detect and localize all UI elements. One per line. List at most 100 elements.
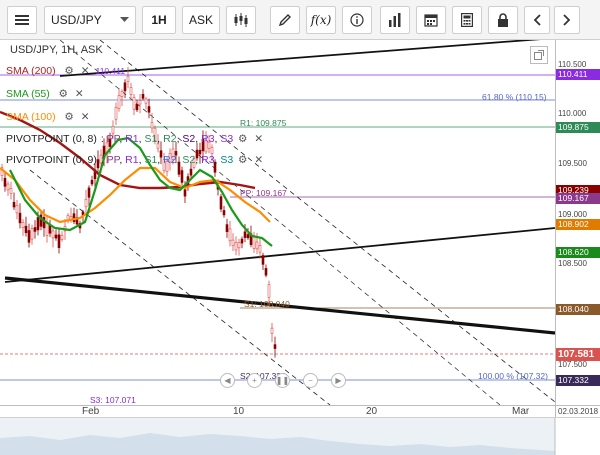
s1-label: S1: 108.040 [244, 299, 290, 309]
calendar-button[interactable] [416, 6, 446, 34]
candle-body [111, 125, 115, 134]
candle-body [9, 187, 13, 194]
price-side-selector[interactable]: ASK [182, 6, 220, 34]
candle-body [219, 196, 223, 210]
close-icon[interactable]: ✕ [254, 154, 264, 166]
indicator-label: PIVOTPOINT (0, 9) [6, 154, 97, 166]
gear-icon[interactable]: ⚙ [64, 65, 74, 77]
indicator-pivot-08[interactable]: PIVOTPOINT (0, 8) : PP, R1, S1, R2, S2, … [6, 130, 265, 148]
sma-100-line [0, 166, 271, 224]
candle-body [162, 159, 166, 171]
calculator-button[interactable] [452, 6, 482, 34]
pivot-items: : PP, R1, S1, R2, S2, R3, S3 [100, 133, 234, 145]
channel-mid-dashed [59, 40, 501, 405]
indicator-label: SMA (200) [6, 65, 56, 77]
gear-icon[interactable]: ⚙ [238, 154, 248, 166]
channel-upper-dashed [99, 40, 555, 403]
candle-body [192, 158, 196, 168]
candle-body [72, 213, 76, 222]
symbol-selector[interactable]: USD/JPY [44, 6, 136, 34]
candle-body [180, 170, 184, 183]
candle-body [90, 179, 94, 185]
candle-body [246, 234, 250, 239]
pause-control[interactable]: ❚❚ [275, 373, 290, 388]
hamburger-icon [15, 15, 29, 25]
price-tag: 108.040 [556, 304, 600, 315]
candle-body [96, 159, 100, 169]
indicators-button[interactable] [380, 6, 410, 34]
calculator-icon [461, 13, 473, 27]
candle-body [153, 127, 157, 142]
indicator-sma-55[interactable]: SMA (55) ⚙ ✕ [6, 85, 86, 103]
gear-icon[interactable]: ⚙ [238, 133, 248, 145]
pencil-icon [278, 14, 291, 27]
candle-body [231, 239, 235, 246]
candle-body [24, 225, 28, 234]
current-price-tag: 107.581 [556, 348, 600, 361]
gear-icon[interactable]: ⚙ [64, 111, 74, 123]
candle-body [261, 255, 265, 265]
candle-body [114, 107, 118, 120]
candle-body [270, 327, 274, 334]
scroll-left-control[interactable]: ◀ [220, 373, 235, 388]
candle-body [21, 222, 25, 228]
price-tag: 109.875 [556, 122, 600, 133]
time-tick: 20 [366, 406, 378, 417]
time-axis[interactable]: Feb 10 20 Mar [0, 405, 555, 417]
candle-body [117, 95, 121, 109]
candle-body [159, 150, 163, 158]
timeframe-selector[interactable]: 1H [142, 6, 176, 34]
scroll-right-control[interactable]: ▶ [331, 373, 346, 388]
zoom-in-control[interactable]: + [247, 373, 262, 388]
price-tick: 107.500 [558, 360, 587, 369]
s3-label: S3: 107.071 [90, 395, 136, 405]
price-side-label: ASK [188, 13, 213, 27]
menu-button[interactable] [7, 6, 37, 34]
lock-button[interactable] [488, 6, 518, 34]
candle-body [57, 234, 61, 248]
chart-area[interactable]: USD/JPY, 1H, ASK SMA (200) ⚙ ✕ 110.411 S… [0, 40, 555, 405]
close-icon[interactable]: ✕ [74, 88, 84, 100]
draw-tool-button[interactable] [270, 6, 300, 34]
candle-body [201, 138, 205, 152]
price-tag: 109.167 [556, 193, 600, 204]
candle-body [15, 205, 19, 214]
price-tick: 110.000 [558, 109, 587, 118]
info-button[interactable] [342, 6, 372, 34]
candle-body [198, 149, 202, 155]
candle-body [6, 183, 10, 191]
indicator-label: SMA (55) [6, 88, 50, 100]
candle-body [168, 153, 172, 163]
zoom-out-control[interactable]: − [303, 373, 318, 388]
lock-icon [498, 13, 508, 27]
candle-body [144, 98, 148, 104]
sma-55-line [9, 136, 273, 247]
scroll-left-button[interactable] [524, 6, 550, 34]
close-icon[interactable]: ✕ [80, 111, 90, 123]
candle-body [132, 96, 136, 110]
candle-body [45, 222, 49, 236]
candle-body [156, 143, 160, 149]
pp-label: PP: 109.167 [240, 188, 287, 198]
chart-type-button[interactable] [226, 6, 256, 34]
indicator-sma-200[interactable]: SMA (200) ⚙ ✕ 110.411 [6, 62, 125, 80]
candle-body [234, 242, 238, 251]
indicator-pivot-09[interactable]: PIVOTPOINT (0, 9) : PP, R1, S1, R2, S2, … [6, 151, 265, 169]
candle-body [225, 224, 229, 233]
close-icon[interactable]: ✕ [254, 133, 264, 145]
close-icon[interactable]: ✕ [80, 65, 90, 77]
price-axis[interactable]: 110.500 110.000 109.500 109.000 108.500 … [555, 40, 600, 405]
navigator[interactable] [0, 417, 600, 455]
function-button[interactable]: f(x) [306, 6, 336, 34]
scroll-right-button[interactable] [554, 6, 580, 34]
candle-body [240, 238, 244, 244]
chart-title: USD/JPY, 1H, ASK [10, 44, 103, 56]
calendar-icon [424, 14, 438, 27]
candle-body [237, 242, 241, 249]
candle-body [138, 100, 142, 105]
candle-body [210, 147, 214, 154]
popout-button[interactable] [530, 46, 548, 64]
gear-icon[interactable]: ⚙ [58, 88, 68, 100]
indicator-sma-100[interactable]: SMA (100) ⚙ ✕ [6, 108, 92, 126]
candle-body [54, 234, 58, 239]
